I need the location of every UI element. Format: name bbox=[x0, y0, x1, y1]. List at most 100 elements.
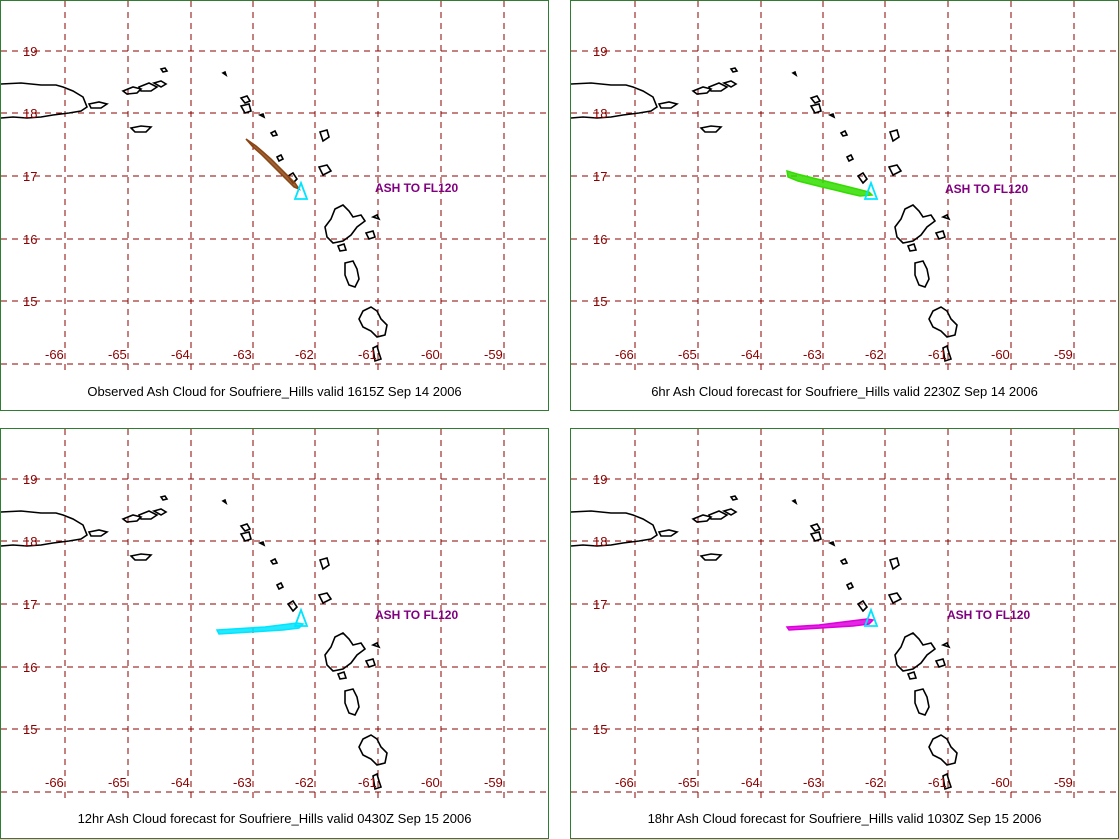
coastline bbox=[571, 82, 658, 119]
lon-tick-label: -60 bbox=[991, 775, 1010, 790]
lat-tick-label: 18 bbox=[23, 534, 37, 549]
coastline bbox=[845, 153, 855, 163]
coastline bbox=[317, 592, 333, 605]
coastline bbox=[928, 734, 958, 766]
coastline bbox=[887, 592, 903, 605]
coastline bbox=[275, 581, 285, 591]
lon-tick-label: -63 bbox=[233, 775, 252, 790]
coastline bbox=[699, 125, 723, 133]
lon-tick-label: -60 bbox=[421, 775, 440, 790]
coastline bbox=[856, 599, 869, 613]
coastline bbox=[370, 213, 381, 221]
coastline bbox=[344, 260, 360, 288]
ash-level-label: ASH TO FL120 bbox=[375, 608, 459, 622]
coastline bbox=[372, 772, 383, 791]
map-panel-observed: 19 18 17 16 15 -66 -65 -64 -63 -62 -61 -60 -59 ASH T… bbox=[0, 0, 549, 411]
lat-tick-label: 16 bbox=[23, 232, 37, 247]
coastline bbox=[888, 557, 900, 571]
coastline bbox=[809, 531, 822, 542]
coastline bbox=[894, 204, 937, 244]
panel-caption: 18hr Ash Cloud forecast for Soufriere_Hi… bbox=[647, 811, 1042, 826]
lat-tick-label: 15 bbox=[593, 294, 607, 309]
lat-tick-label: 15 bbox=[23, 294, 37, 309]
coastline bbox=[699, 553, 723, 561]
volcano-marker-icon bbox=[863, 607, 879, 627]
coastline bbox=[129, 553, 153, 561]
lon-tick-label: -61 bbox=[928, 347, 947, 362]
ash-level-label: ASH TO FL120 bbox=[375, 181, 459, 195]
coastline bbox=[839, 557, 849, 565]
coastline bbox=[888, 129, 900, 143]
coastline bbox=[358, 734, 388, 766]
coastline bbox=[571, 510, 658, 547]
map-panel-18hr-forecast: 19 18 17 16 15 -66 -65 -64 -63 -62 -61 -60 -59 ASH T… bbox=[570, 428, 1119, 839]
coastline bbox=[239, 95, 252, 104]
coastline bbox=[894, 632, 937, 672]
coastline bbox=[809, 523, 822, 532]
lat-tick-label: 16 bbox=[593, 232, 607, 247]
coastline bbox=[657, 529, 679, 537]
coastline bbox=[942, 772, 953, 791]
coastline bbox=[318, 557, 330, 571]
coastline bbox=[657, 101, 679, 109]
lat-tick-label: 18 bbox=[593, 534, 607, 549]
lat-tick-label: 18 bbox=[23, 106, 37, 121]
lon-tick-label: -63 bbox=[233, 347, 252, 362]
coastline bbox=[707, 82, 729, 92]
lon-tick-label: -64 bbox=[171, 347, 190, 362]
coastline bbox=[336, 242, 348, 252]
coastline bbox=[809, 103, 822, 114]
coastline bbox=[344, 688, 360, 716]
coastline bbox=[317, 164, 333, 177]
coastline bbox=[906, 242, 918, 252]
lat-tick-label: 16 bbox=[23, 660, 37, 675]
volcano-marker-icon bbox=[293, 607, 309, 627]
lat-tick-label: 19 bbox=[593, 472, 607, 487]
coastline bbox=[137, 82, 159, 92]
lat-tick-label: 15 bbox=[23, 722, 37, 737]
ash-cloud bbox=[245, 138, 301, 191]
ash-cloud bbox=[785, 618, 875, 631]
volcano-marker-icon bbox=[863, 180, 879, 200]
coastline bbox=[151, 508, 168, 516]
lon-tick-label: -61 bbox=[928, 775, 947, 790]
coastline bbox=[121, 514, 143, 523]
panel-caption: Observed Ash Cloud for Soufriere_Hills v… bbox=[87, 384, 462, 399]
lon-tick-label: -64 bbox=[741, 347, 760, 362]
lon-tick-label: -64 bbox=[171, 775, 190, 790]
coastline bbox=[942, 344, 953, 363]
lon-tick-label: -65 bbox=[108, 775, 127, 790]
coastline bbox=[1, 510, 88, 547]
lat-tick-label: 16 bbox=[593, 660, 607, 675]
coastline bbox=[372, 344, 383, 363]
coastline bbox=[159, 495, 169, 501]
coastline bbox=[239, 523, 252, 532]
lon-tick-label: -66 bbox=[45, 775, 64, 790]
coastline bbox=[269, 129, 279, 137]
coastline bbox=[729, 495, 739, 501]
coastline bbox=[691, 86, 713, 95]
coastline bbox=[239, 531, 252, 542]
coastline bbox=[729, 67, 739, 73]
map-panel-6hr-forecast: 19 18 17 16 15 -66 -65 -64 -63 -62 -61 -60 -59 ASH T… bbox=[570, 0, 1119, 411]
coastline bbox=[159, 67, 169, 73]
lat-tick-label: 15 bbox=[593, 722, 607, 737]
coastline bbox=[87, 529, 109, 537]
lon-tick-label: -66 bbox=[615, 775, 634, 790]
coastline bbox=[324, 632, 367, 672]
coastline bbox=[364, 658, 377, 668]
lon-tick-label: -65 bbox=[678, 775, 697, 790]
coastline bbox=[707, 510, 729, 520]
coastline bbox=[364, 230, 377, 240]
coastline bbox=[791, 498, 798, 505]
coastline bbox=[691, 514, 713, 523]
ash-cloud bbox=[215, 622, 305, 635]
coastline bbox=[87, 101, 109, 109]
coastline bbox=[934, 230, 947, 240]
coastline bbox=[318, 129, 330, 143]
lon-tick-label: -64 bbox=[741, 775, 760, 790]
lon-tick-label: -59 bbox=[1054, 347, 1073, 362]
lon-tick-label: -62 bbox=[865, 775, 884, 790]
coastline bbox=[257, 540, 266, 547]
map-canvas: 19 18 17 16 15 -66 -65 -64 -63 -62 -61 -60 -59 bbox=[571, 429, 1118, 801]
